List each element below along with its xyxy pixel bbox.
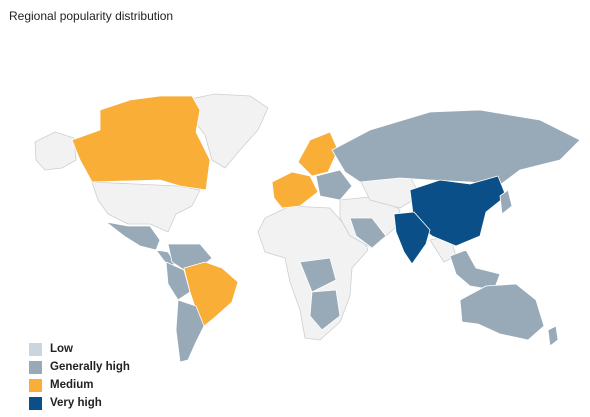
mexico — [105, 221, 161, 251]
japan — [499, 189, 513, 215]
southern-cone — [175, 299, 205, 363]
usa — [91, 181, 201, 233]
alaska — [34, 131, 77, 171]
legend-swatch — [29, 360, 42, 374]
legend-swatch — [29, 396, 42, 410]
legend-item: Low — [29, 340, 130, 358]
legend-label: Low — [50, 343, 73, 355]
legend-swatch — [29, 378, 42, 392]
new-zealand — [547, 325, 559, 347]
legend-label: Medium — [50, 379, 94, 391]
scandinavia — [297, 131, 339, 177]
legend: Low Generally high Medium Very high — [29, 340, 130, 412]
legend-item: Very high — [29, 394, 130, 412]
map-title: Regional popularity distribution — [9, 9, 174, 23]
peru — [165, 261, 191, 301]
eastern-europe — [315, 169, 353, 201]
legend-label: Generally high — [50, 361, 130, 373]
arabia — [349, 217, 387, 249]
australia — [459, 283, 545, 341]
canada — [71, 95, 211, 191]
legend-item: Generally high — [29, 358, 130, 376]
greenland — [184, 93, 269, 169]
legend-label: Very high — [50, 397, 102, 409]
colored-regions — [71, 95, 581, 363]
southern-africa — [309, 289, 341, 331]
southeast-asia — [449, 249, 501, 291]
india — [393, 211, 431, 265]
legend-item: Medium — [29, 376, 130, 394]
russia — [331, 109, 581, 186]
central-africa — [299, 257, 337, 293]
legend-swatch — [29, 342, 42, 356]
western-europe — [271, 171, 319, 209]
